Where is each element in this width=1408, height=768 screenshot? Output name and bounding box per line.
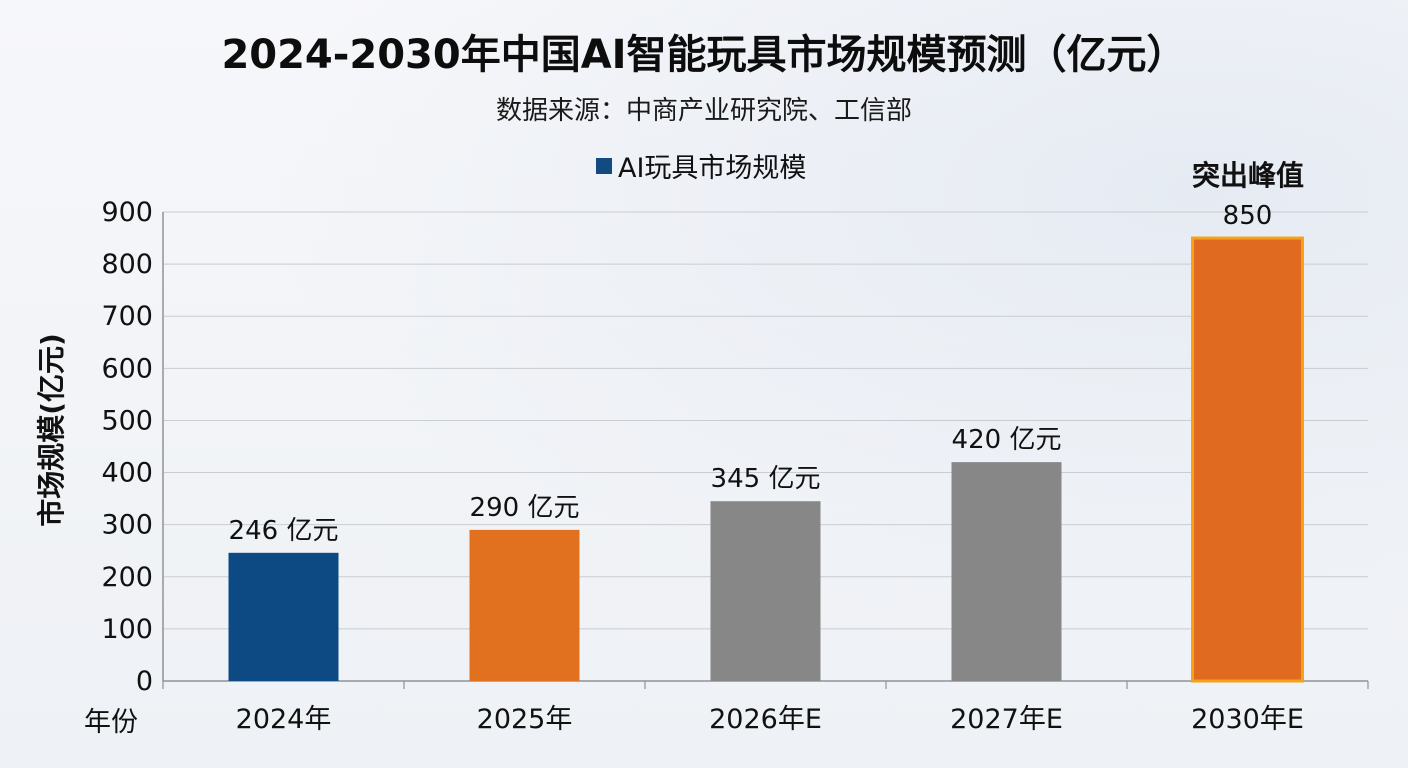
data-label: 850 [1223, 201, 1273, 231]
chart-title: 2024-2030年中国AI智能玩具市场规模预测（亿元） [221, 32, 1187, 78]
x-tick-label: 2025年 [477, 704, 573, 735]
bar [710, 501, 821, 681]
chart-subtitle: 数据来源：中商产业研究院、工信部 [495, 96, 912, 126]
data-label: 246 亿元 [229, 516, 339, 546]
x-tick-label: 2024年 [236, 704, 332, 735]
legend-label: AI玩具市场规模 [618, 153, 807, 184]
data-label: 290 亿元 [470, 493, 580, 523]
y-tick-label: 100 [101, 614, 153, 645]
x-tick-label: 2026年E [709, 704, 822, 735]
bar [951, 462, 1062, 681]
x-tick-label: 2030年E [1191, 704, 1304, 735]
data-label: 345 亿元 [711, 464, 821, 494]
y-tick-label: 900 [101, 197, 153, 228]
y-tick-label: 600 [101, 353, 153, 384]
legend: AI玩具市场规模 [596, 146, 806, 185]
y-tick-label: 200 [101, 562, 153, 593]
x-tick-label: 2027年E [950, 704, 1063, 735]
bar-peak [1191, 236, 1304, 683]
legend-swatch [596, 157, 612, 174]
y-tick-label: 0 [136, 666, 153, 697]
x-axis-title: 年份 [84, 707, 138, 738]
bar [228, 552, 339, 681]
y-tick-label: 800 [101, 249, 153, 280]
y-tick-label: 700 [101, 301, 153, 332]
peak-annotation: 突出峰值 [1191, 159, 1304, 192]
bar [469, 529, 580, 681]
data-label: 420 亿元 [952, 425, 1062, 455]
y-tick-label: 400 [101, 458, 153, 489]
y-tick-label: 500 [101, 405, 153, 436]
y-tick-label: 300 [101, 510, 153, 541]
